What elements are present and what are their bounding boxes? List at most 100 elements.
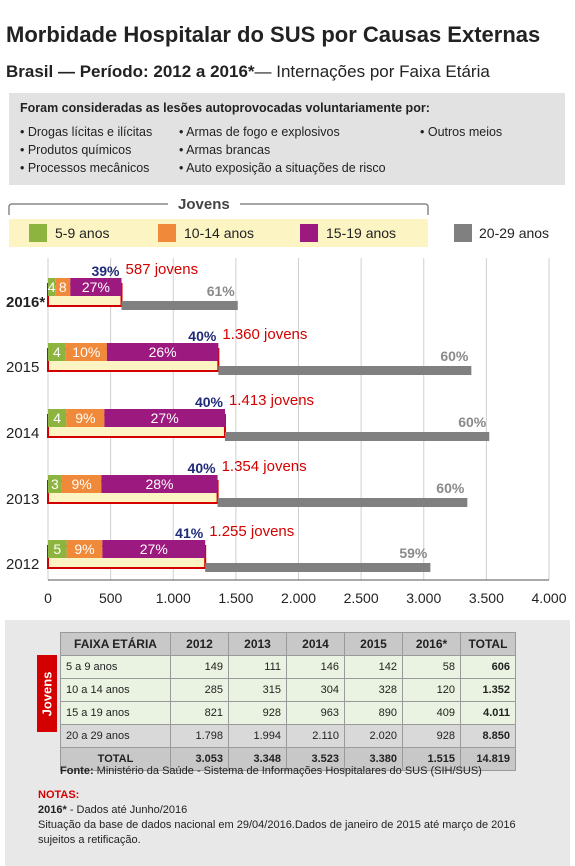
bar-segment-label: 26% (149, 344, 177, 360)
bar-segment (102, 540, 206, 558)
table-cell: 146 (286, 655, 345, 679)
adult-pct-label: 60% (440, 348, 469, 364)
bar-segment-label: 10% (72, 344, 100, 360)
table-cell: 3.053 (170, 747, 229, 771)
bar-segment (65, 343, 107, 361)
table-cell: 20 a 29 anos (60, 724, 171, 748)
bar-segment (48, 409, 67, 427)
notes: NOTAS: 2016* - Dados até Junho/2016 Situ… (38, 788, 538, 848)
table-jovens-label: Jovens (37, 655, 57, 732)
x-tick-label: 3.000 (406, 590, 441, 606)
table-header: FAIXA ETÁRIA (60, 632, 171, 656)
legend-swatch-5-9 (29, 224, 47, 242)
causes-heading: Foram consideradas as lesões autoprovoca… (20, 101, 430, 115)
bar-chart: 0 500 1.000 1.500 2.000 2.500 3.000 3.500 4.000 4… (6, 258, 567, 606)
y-category-label: 2013 (6, 491, 39, 508)
bar-segment-label: 3 (51, 476, 59, 492)
table-cell: 120 (402, 678, 461, 702)
jovens-count-label: 1.354 jovens (222, 458, 307, 475)
bar-segment (48, 343, 66, 361)
bar-segment-label: 5 (53, 541, 61, 557)
x-tick-label: 3.500 (469, 590, 504, 606)
source-note: Fonte: Ministério da Saúde - Sistema de … (60, 765, 482, 777)
table-cell: 821 (170, 701, 229, 725)
note-1-text: - Dados até Junho/2016 (66, 804, 188, 816)
x-tick-label: 2.500 (344, 590, 379, 606)
x-tick-label: 500 (99, 590, 123, 606)
bar-segment (106, 343, 219, 361)
jovens-pct-label: 41% (175, 525, 204, 541)
bar-segment (66, 409, 105, 427)
bar-segment-adult (121, 301, 238, 310)
cause-item: • Outros meios (420, 125, 503, 139)
bar-segment-label: 4 (53, 344, 61, 360)
jovens-pct-label: 40% (188, 328, 217, 344)
table-cell: 58 (402, 655, 461, 679)
bar-segment (48, 475, 62, 493)
subtitle: Brasil — Período: 2012 a 2016*— Internaç… (6, 62, 490, 82)
table-cell: 1.352 (460, 678, 516, 702)
table-cell: 304 (286, 678, 345, 702)
bar-segment (104, 409, 225, 427)
table-header: 2016* (402, 632, 461, 656)
bar-segment (101, 475, 218, 493)
table-cell: 4.011 (460, 701, 516, 725)
jovens-pct-label: 40% (188, 460, 217, 476)
table-cell: 1.515 (402, 747, 461, 771)
table-cell: 285 (170, 678, 229, 702)
cause-item: • Armas brancas (179, 143, 271, 157)
jovens-pct-label: 40% (195, 394, 224, 410)
x-tick-label: 1.500 (218, 590, 253, 606)
bar-segment-adult (205, 563, 431, 572)
bar-segment-adult (224, 432, 490, 441)
table-cell: 2.110 (286, 724, 345, 748)
table-cell: 328 (344, 678, 403, 702)
bar-segment-label: 27% (151, 410, 179, 426)
table-total-row: TOTAL 3.053 3.348 3.523 3.380 1.515 14.8… (60, 747, 516, 771)
page-title: Morbidade Hospitalar do SUS por Causas E… (6, 22, 541, 47)
x-tick-label: 4.000 (531, 590, 566, 606)
table-cell: 142 (344, 655, 403, 679)
x-tick-label: 2.000 (281, 590, 316, 606)
legend-label-5-9: 5-9 anos (55, 225, 110, 241)
table-cell: 15 a 19 anos (60, 701, 171, 725)
jovens-count-label: 1.413 jovens (229, 392, 314, 409)
table-cell: 3.523 (286, 747, 345, 771)
table-cell: 111 (228, 655, 287, 679)
table-cell: 3.380 (344, 747, 403, 771)
note-1-year: 2016* (38, 804, 67, 816)
bar-segment-label: 27% (82, 279, 110, 295)
table-cell: 409 (402, 701, 461, 725)
notes-title: NOTAS: (38, 789, 80, 801)
table-cell: 149 (170, 655, 229, 679)
table-header: 2015 (344, 632, 403, 656)
bar-segment (61, 475, 102, 493)
table-cell: 963 (286, 701, 345, 725)
legend-swatch-10-14 (158, 224, 176, 242)
cause-item: • Produtos químicos (20, 143, 132, 157)
subtitle-description: — Internações por Faixa Etária (254, 62, 490, 81)
x-tick-label: 1.000 (156, 590, 191, 606)
bar-segment-label: 9% (74, 541, 94, 557)
table-row: 15 a 19 anos 821 928 963 890 409 4.011 (60, 701, 516, 725)
y-category-label: 2015 (6, 359, 39, 376)
table-cell: 1.798 (170, 724, 229, 748)
table-cell: 890 (344, 701, 403, 725)
table-cell: TOTAL (60, 747, 171, 771)
y-category-label: 2014 (6, 425, 39, 442)
table-header: TOTAL (460, 632, 516, 656)
cause-item: • Armas de fogo e explosivos (179, 125, 340, 139)
bar-segment-label: 9% (72, 476, 92, 492)
bar-segment-label: 27% (140, 541, 168, 557)
bar-segment-label: 9% (75, 410, 95, 426)
bar-segment (70, 278, 122, 296)
x-tick-label: 0 (44, 590, 52, 606)
causes-box: Foram consideradas as lesões autoprovoca… (9, 93, 565, 185)
cause-item: • Processos mecânicos (20, 161, 150, 175)
adult-pct-label: 59% (399, 545, 428, 561)
data-table: FAIXA ETÁRIA 2012 2013 2014 2015 2016* T… (60, 632, 516, 771)
jovens-count-label: 1.255 jovens (209, 523, 294, 540)
source-text: Ministério da Saúde - Sistema de Informa… (96, 765, 482, 777)
legend-swatch-20-29 (454, 224, 472, 242)
